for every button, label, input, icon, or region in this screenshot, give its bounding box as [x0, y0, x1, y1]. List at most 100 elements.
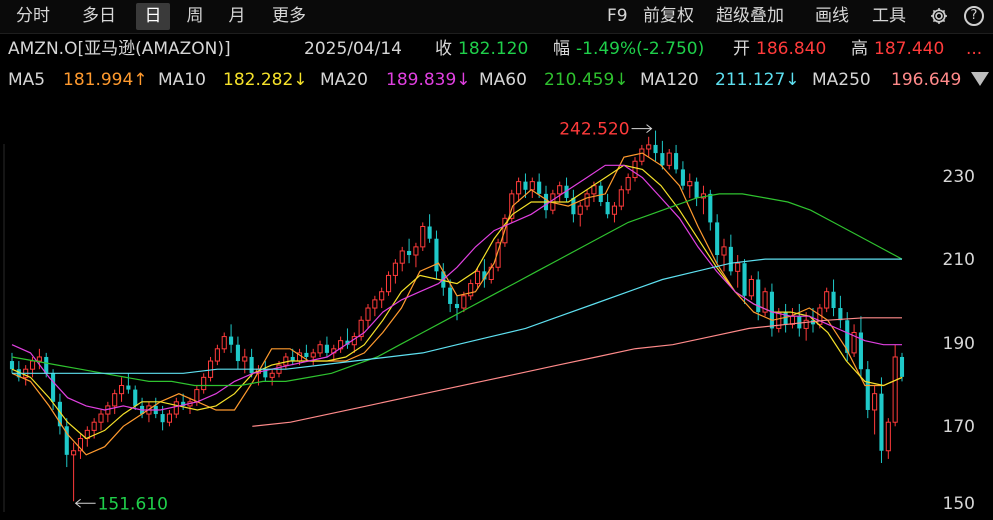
ma5-value: 181.994↑ [63, 70, 148, 90]
candle-body [803, 319, 809, 329]
collapse-triangle-icon[interactable] [971, 72, 989, 86]
y-tick-210: 210 [942, 250, 975, 270]
candle-body [632, 160, 638, 179]
candle-body [51, 373, 56, 402]
quote-date: 2025/04/14 [304, 39, 402, 59]
candle-body [591, 185, 597, 195]
candle-body [564, 185, 569, 198]
moving-average-legend: MA5 181.994↑ MA10 182.282↓ MA20 189.839↓… [0, 64, 993, 96]
forward-adjust-button[interactable]: 前复权 [643, 6, 694, 26]
candle-body [783, 312, 788, 325]
candle-body [660, 153, 665, 166]
tools-button[interactable]: 工具 [872, 6, 906, 26]
more-ellipsis[interactable]: ... [966, 39, 983, 59]
candle-body [474, 270, 481, 285]
quote-info-line: AMZN.O[亚马逊(AMAZON)] 2025/04/14 收 182.120… [0, 34, 993, 64]
f9-button[interactable]: F9 [607, 6, 628, 26]
candle-body [290, 356, 295, 362]
change-label: 幅 [553, 39, 570, 59]
ma20-label: MA20 [320, 70, 368, 90]
candle-body [571, 197, 576, 215]
tab-multi-day[interactable]: 多日 [82, 6, 116, 26]
tab-monthly[interactable]: 月 [228, 6, 246, 26]
draw-line-button[interactable]: 画线 [815, 6, 849, 26]
tab-more[interactable]: 更多 [272, 6, 306, 26]
candle-body [194, 389, 200, 403]
candle-body [537, 181, 542, 194]
y-tick-190: 190 [942, 334, 975, 354]
candle-body [77, 438, 84, 452]
chart-canvas: 242.520 151.610 [3, 120, 905, 514]
candle-body [98, 413, 104, 423]
candle-body [639, 148, 645, 162]
candle-body [892, 356, 898, 423]
y-tick-230: 230 [942, 167, 975, 187]
candle-body [858, 332, 863, 370]
candle-body [605, 202, 610, 215]
candle-body [838, 308, 843, 321]
candle-body [845, 320, 850, 353]
change-value: -1.49%(-2.750) [576, 39, 705, 59]
candle-body [57, 401, 62, 427]
candle-body [392, 262, 398, 276]
ma60-label: MA60 [479, 70, 527, 90]
candle-body [618, 189, 624, 207]
candle-body [317, 344, 323, 354]
candle-body [372, 299, 378, 309]
tab-weekly[interactable]: 周 [186, 6, 204, 26]
candle-body [235, 344, 240, 362]
candle-body [44, 356, 49, 374]
candle-body [584, 193, 590, 207]
candle-body [454, 303, 460, 309]
candle-body [166, 413, 173, 423]
candle-body [242, 356, 248, 362]
candle-body [112, 393, 118, 407]
candle-body [885, 421, 891, 452]
candle-body [201, 376, 207, 391]
candle-body [365, 307, 371, 321]
candle-body [509, 193, 515, 219]
candle-body [523, 181, 528, 190]
candle-body [9, 361, 15, 370]
candle-body [118, 385, 125, 395]
candle-body [653, 144, 658, 154]
candle-body [413, 246, 419, 256]
candle-body [304, 352, 309, 357]
candle-body [769, 291, 774, 329]
candle-body [29, 360, 36, 370]
candle-body [577, 205, 583, 215]
gear-icon[interactable] [929, 6, 949, 26]
ma-lines-layer [11, 152, 903, 456]
candle-body [358, 319, 364, 338]
close-label: 收 [435, 39, 452, 59]
candle-body [666, 152, 672, 166]
candle-body [345, 340, 350, 345]
candle-body [229, 336, 234, 345]
high-value: 187.440 [874, 39, 945, 59]
candle-body [851, 332, 857, 354]
candle-body [420, 225, 426, 248]
close-value: 182.120 [458, 39, 529, 59]
candle-body [126, 385, 131, 390]
candle-body [899, 356, 905, 377]
candle-body [379, 291, 385, 301]
candle-body [694, 181, 699, 198]
candle-body [468, 283, 474, 297]
candle-body [625, 177, 631, 191]
candle-body [646, 144, 652, 150]
y-tick-150: 150 [942, 494, 975, 514]
candle-body [207, 360, 214, 378]
min-pointer [74, 498, 96, 508]
candlestick-chart[interactable]: 242.520 151.610 230 210 190 170 150 [0, 96, 993, 516]
tab-daily[interactable]: 日 [136, 3, 170, 30]
ma120-line [12, 258, 902, 374]
tab-intraday[interactable]: 分时 [16, 6, 50, 26]
ma120-value: 211.127↓ [715, 70, 800, 90]
candle-body [674, 153, 679, 170]
high-label: 高 [851, 39, 868, 59]
candle-body [611, 205, 618, 215]
help-icon[interactable]: ? [964, 6, 984, 26]
y-tick-170: 170 [942, 417, 975, 437]
super-overlay-button[interactable]: 超级叠加 [716, 6, 784, 26]
ma250-value: 196.649 [891, 70, 962, 90]
